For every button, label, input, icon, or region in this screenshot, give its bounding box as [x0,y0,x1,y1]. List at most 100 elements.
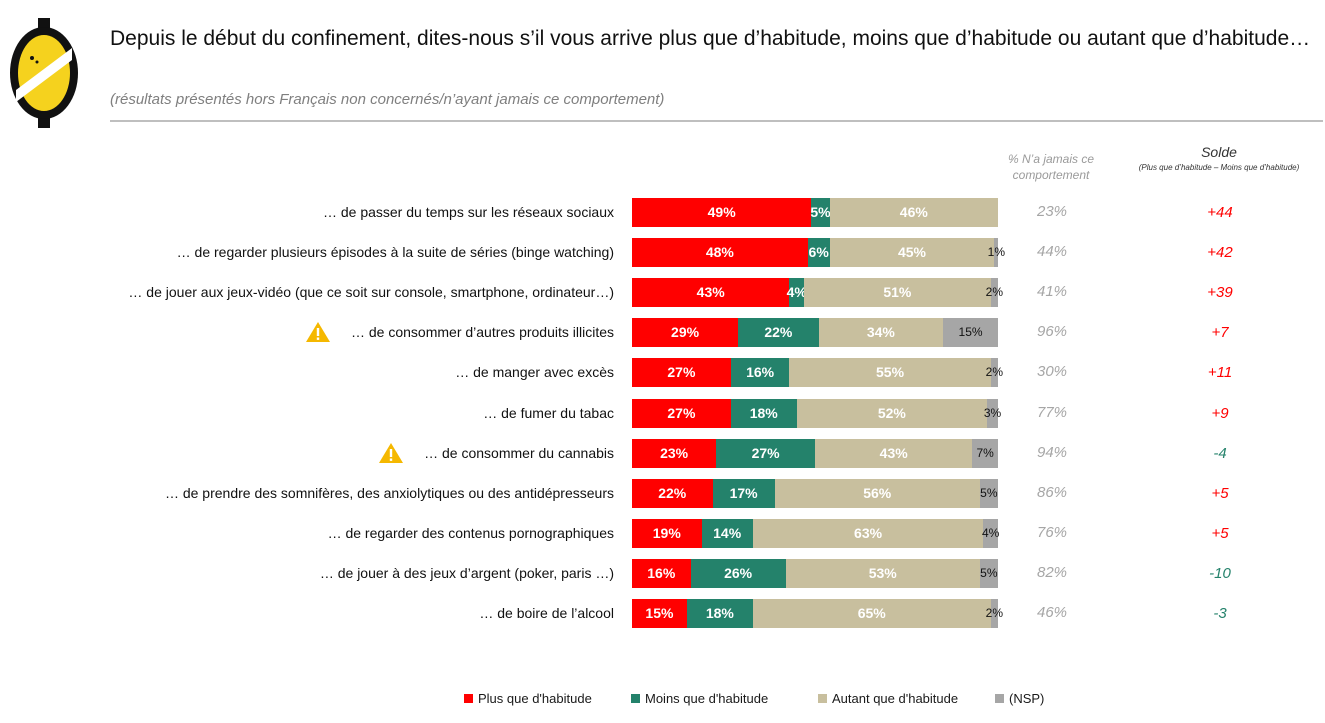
row-label: … de manger avec excès [455,364,614,381]
bar-segment-autant [789,358,991,388]
bar-segment-plus [632,558,691,588]
row-label: … de regarder des contenus pornographiqu… [327,524,614,541]
never-column-header: % N’a jamais ce comportement [1007,152,1095,182]
legend-item-moins: Moins que d'habitude [631,691,768,707]
solde-value: +39 [1207,284,1233,302]
row-label: … de prendre des somnifères, des anxioly… [164,484,614,501]
row-label: … de consommer d’autres produits illicit… [351,324,614,341]
bar-value-label: 7% [976,445,994,460]
bar-segment-plus [632,358,731,388]
bar-value-label: 22% [764,324,793,341]
legend-swatch [818,694,827,703]
page-title: Depuis le début du confinement, dites-no… [110,27,1311,50]
legend-item-plus: Plus que d'habitude [464,691,592,707]
title-divider [110,120,1323,122]
bar-value-label: 45% [897,244,926,261]
bar-segment-moins [738,318,819,348]
bar-value-label: 5% [810,204,831,220]
bar-segment-nsp [943,318,998,348]
solde-value: -3 [1213,605,1227,622]
never-percentage: 94% [1036,443,1068,461]
bar-value-label: 43% [879,444,908,461]
bar-value-label: 17% [729,484,758,501]
solde-value: +7 [1211,324,1229,342]
bar-value-label: 49% [707,204,736,220]
bar-value-label: 55% [876,364,905,381]
bar-segment-moins [789,278,804,308]
row-label: … de jouer aux jeux-vidéo (que ce soit s… [128,284,614,301]
bar-segment-nsp [979,558,998,588]
legend-item-autant: Autant que d'habitude [818,691,958,707]
bar-value-label: 51% [883,284,912,301]
solde-value: +9 [1211,404,1229,422]
never-percentage: 41% [1036,283,1068,301]
bar-segment-nsp [990,278,998,308]
legend-swatch [464,694,473,703]
bar-value-label: 18% [705,605,734,621]
legend-swatch [995,694,1004,703]
brand-logo [10,18,78,128]
bar-value-label: 29% [671,324,700,341]
bar-value-label: 63% [854,524,883,541]
warning-icon [379,442,404,463]
bar-value-label: 6% [808,244,829,261]
bar-segment-moins [686,599,753,628]
bar-segment-moins [690,558,786,588]
bar-value-label: 2% [985,606,1003,620]
bar-segment-autant [752,518,984,548]
legend-label: (NSP) [1009,691,1045,706]
never-percentage: 46% [1036,604,1068,621]
bar-value-label: 2% [985,365,1003,380]
bar-segment-moins [807,238,830,268]
bar-segment-nsp [990,599,998,628]
legend-label: Autant que d'habitude [832,691,959,706]
solde-value: -10 [1209,564,1231,582]
bar-value-label: 23% [660,444,689,461]
bar-value-label: 56% [863,484,892,501]
bar-segment-plus [632,398,731,428]
bar-value-label: 18% [749,404,778,421]
row-label: … de fumer du tabac [483,404,614,421]
bar-value-label: 15% [958,325,983,340]
bar-segment-autant [785,558,980,588]
bar-value-label: 19% [652,524,681,541]
bar-segment-autant [804,278,991,308]
bar-value-label: 26% [724,564,753,581]
row-label: … de regarder plusieurs épisodes à la su… [176,244,614,261]
bar-value-label: 4% [786,284,807,301]
bar-value-label: 15% [645,605,674,621]
row-label: … de boire de l’alcool [479,605,614,621]
bar-segment-plus [632,599,687,628]
legend-label: Plus que d'habitude [478,691,592,706]
solde-value: +44 [1207,204,1233,221]
bar-segment-nsp [994,238,998,268]
bar-segment-moins [701,518,753,548]
never-percentage: 82% [1036,563,1068,581]
solde-column-title: Solde [1201,144,1237,160]
bar-value-label: 22% [658,484,687,501]
bar-segment-nsp [987,398,998,428]
legend-item-nsp: (NSP) [995,691,1044,707]
bar-segment-plus [632,518,702,548]
never-percentage: 77% [1036,403,1068,421]
bar-value-label: 5% [980,565,998,580]
never-percentage: 30% [1036,363,1068,381]
bar-value-label: 27% [751,444,780,461]
bar-value-label: 46% [899,204,928,220]
bar-segment-plus [632,278,790,308]
bar-segment-plus [632,198,812,227]
bar-value-label: 2% [985,285,1003,300]
bar-value-label: 16% [746,364,775,381]
bar-value-label: 1% [987,245,1005,260]
never-percentage: 96% [1036,323,1068,341]
solde-value: +5 [1211,484,1229,502]
row-label: … de consommer du cannabis [424,444,614,461]
bar-value-label: 3% [983,405,1002,420]
bar-segment-moins [730,358,790,388]
bar-segment-plus [632,318,739,348]
bar-segment-autant [752,599,991,628]
solde-value: +11 [1207,364,1233,382]
solde-column-subtitle: (Plus que d’habitude – Moins que d’habit… [1138,163,1300,172]
bar-segment-plus [632,238,808,268]
solde-value: +42 [1207,244,1233,262]
